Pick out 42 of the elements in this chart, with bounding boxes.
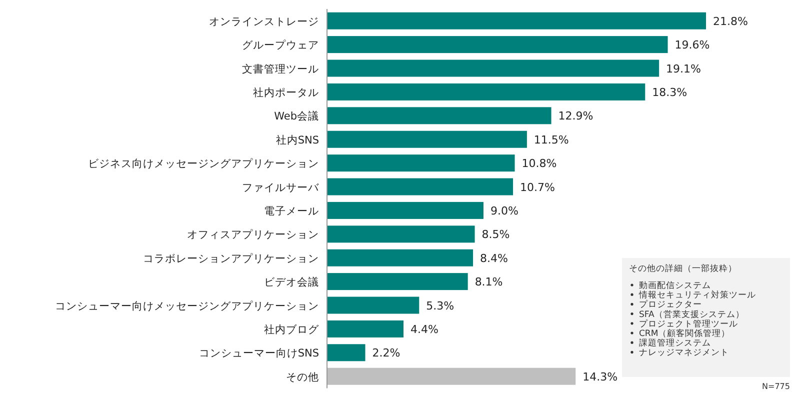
annotation: その他の詳細（一部抜粋） xyxy=(629,263,737,274)
annotation: ナレッジマネジメント xyxy=(639,348,729,358)
data-label: 8.4% xyxy=(480,252,508,265)
y-tick-label: その他 xyxy=(286,371,319,384)
y-tick-label: ビジネス向けメッセージングアプリケーション xyxy=(88,157,319,170)
data-label: 10.7% xyxy=(520,180,555,194)
y-tick-label: 文書管理ツール xyxy=(242,62,319,76)
data-label: 19.6% xyxy=(674,38,710,52)
data-label: 8.1% xyxy=(474,276,503,289)
data-label: 14.3% xyxy=(582,370,618,384)
data-label: 9.0% xyxy=(490,204,518,218)
data-label: 2.2% xyxy=(372,346,400,360)
y-tick-label: 社内ポータル xyxy=(253,86,319,99)
y-tick-label: ビデオ会議 xyxy=(264,276,319,289)
annotation: 情報セキュリティ対策ツール xyxy=(638,290,756,301)
y-tick-label: コンシューマー向けメッセージングアプリケーション xyxy=(55,299,319,312)
data-label: 21.8% xyxy=(713,14,748,28)
data-label: 12.9% xyxy=(558,110,594,123)
y-tick-label: ファイルサーバ xyxy=(242,182,320,194)
annotation: 課題管理システム xyxy=(639,338,711,349)
annotation: SFA（営業支援システム） xyxy=(639,308,744,320)
data-label: 5.3% xyxy=(426,299,454,312)
annotation: プロジェクト管理ツール xyxy=(639,318,738,330)
text: N=775 xyxy=(762,382,790,391)
data-label: 19.1% xyxy=(666,62,702,76)
annotation: プロジェクター xyxy=(639,299,702,310)
annotation: CRM（顧客関係管理） xyxy=(639,328,730,339)
y-tick-label: オンラインストレージ xyxy=(209,16,319,28)
y-tick-label: Web会議 xyxy=(274,110,319,123)
data-label: 11.5% xyxy=(534,133,569,146)
data-label: 18.3% xyxy=(652,86,688,99)
y-tick-label: コラボレーションアプリケーション xyxy=(143,252,319,265)
y-tick-label: コンシューマー向けSNS xyxy=(198,348,320,360)
data-label: 10.8% xyxy=(522,157,557,170)
y-tick-label: 電子メール xyxy=(264,205,319,218)
data-label: 8.5% xyxy=(482,228,510,242)
y-tick-label: グループウェア xyxy=(242,38,319,52)
y-tick-label: 社内SNS xyxy=(276,133,320,146)
annotation: 動画配信システム xyxy=(639,280,711,291)
y-tick-label: 社内ブログ xyxy=(264,322,320,336)
y-tick-label: オフィスアプリケーション xyxy=(187,228,319,242)
data-label: 4.4% xyxy=(410,322,438,336)
